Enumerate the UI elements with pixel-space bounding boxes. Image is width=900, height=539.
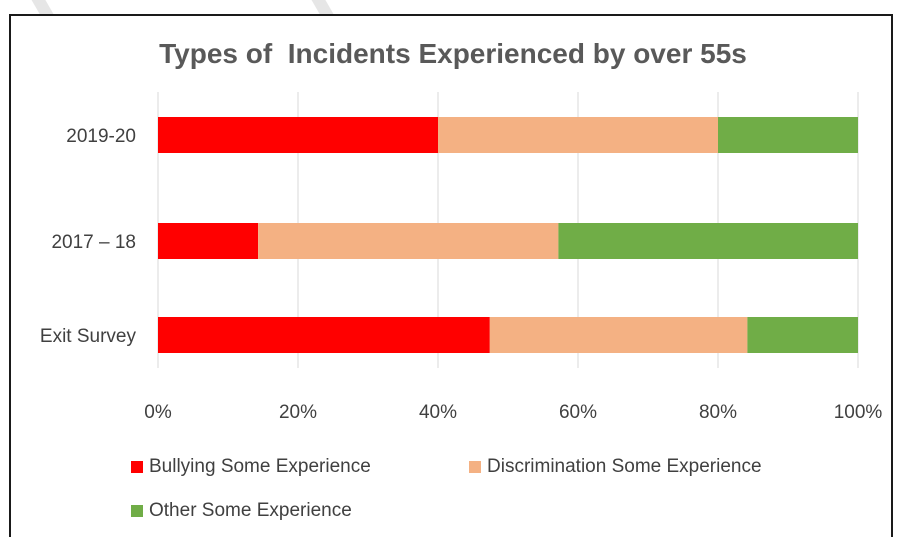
legend-swatch [131, 461, 143, 473]
bar-segment [747, 317, 858, 353]
x-tick-label: 20% [279, 402, 317, 423]
bar-segment [558, 223, 858, 259]
legend-item: Bullying Some Experience [131, 456, 371, 478]
bar-segment [158, 117, 438, 153]
legend-label: Other Some Experience [149, 500, 352, 521]
x-tick-label: 40% [419, 402, 457, 423]
x-tick-label: 80% [699, 402, 737, 423]
legend-label: Bullying Some Experience [149, 456, 371, 477]
legend-item: Discrimination Some Experience [469, 456, 762, 478]
bar-segment [158, 317, 490, 353]
category-label: 2017 – 18 [51, 232, 136, 253]
category-label: 2019-20 [66, 126, 136, 147]
bar-segment [438, 117, 718, 153]
bar-segment [718, 117, 858, 153]
x-tick-label: 100% [834, 402, 883, 423]
legend-item: Other Some Experience [131, 500, 352, 522]
legend-label: Discrimination Some Experience [487, 456, 762, 477]
chart-container: Types of Incidents Experienced by over 5… [9, 14, 893, 537]
legend-swatch [131, 505, 143, 517]
bar-segment [489, 317, 748, 353]
category-label: Exit Survey [40, 326, 137, 347]
x-tick-label: 60% [559, 402, 597, 423]
chart-plot: 0% 20% 40% 60% 80% 100% 2019-20 2017 – 18 Exit S… [40, 92, 883, 423]
bar-segment [258, 223, 559, 259]
legend-swatch [469, 461, 481, 473]
x-tick-label: 0% [144, 402, 172, 423]
chart-title: Types of Incidents Experienced by over 5… [159, 38, 747, 69]
bar-segment [158, 223, 259, 259]
